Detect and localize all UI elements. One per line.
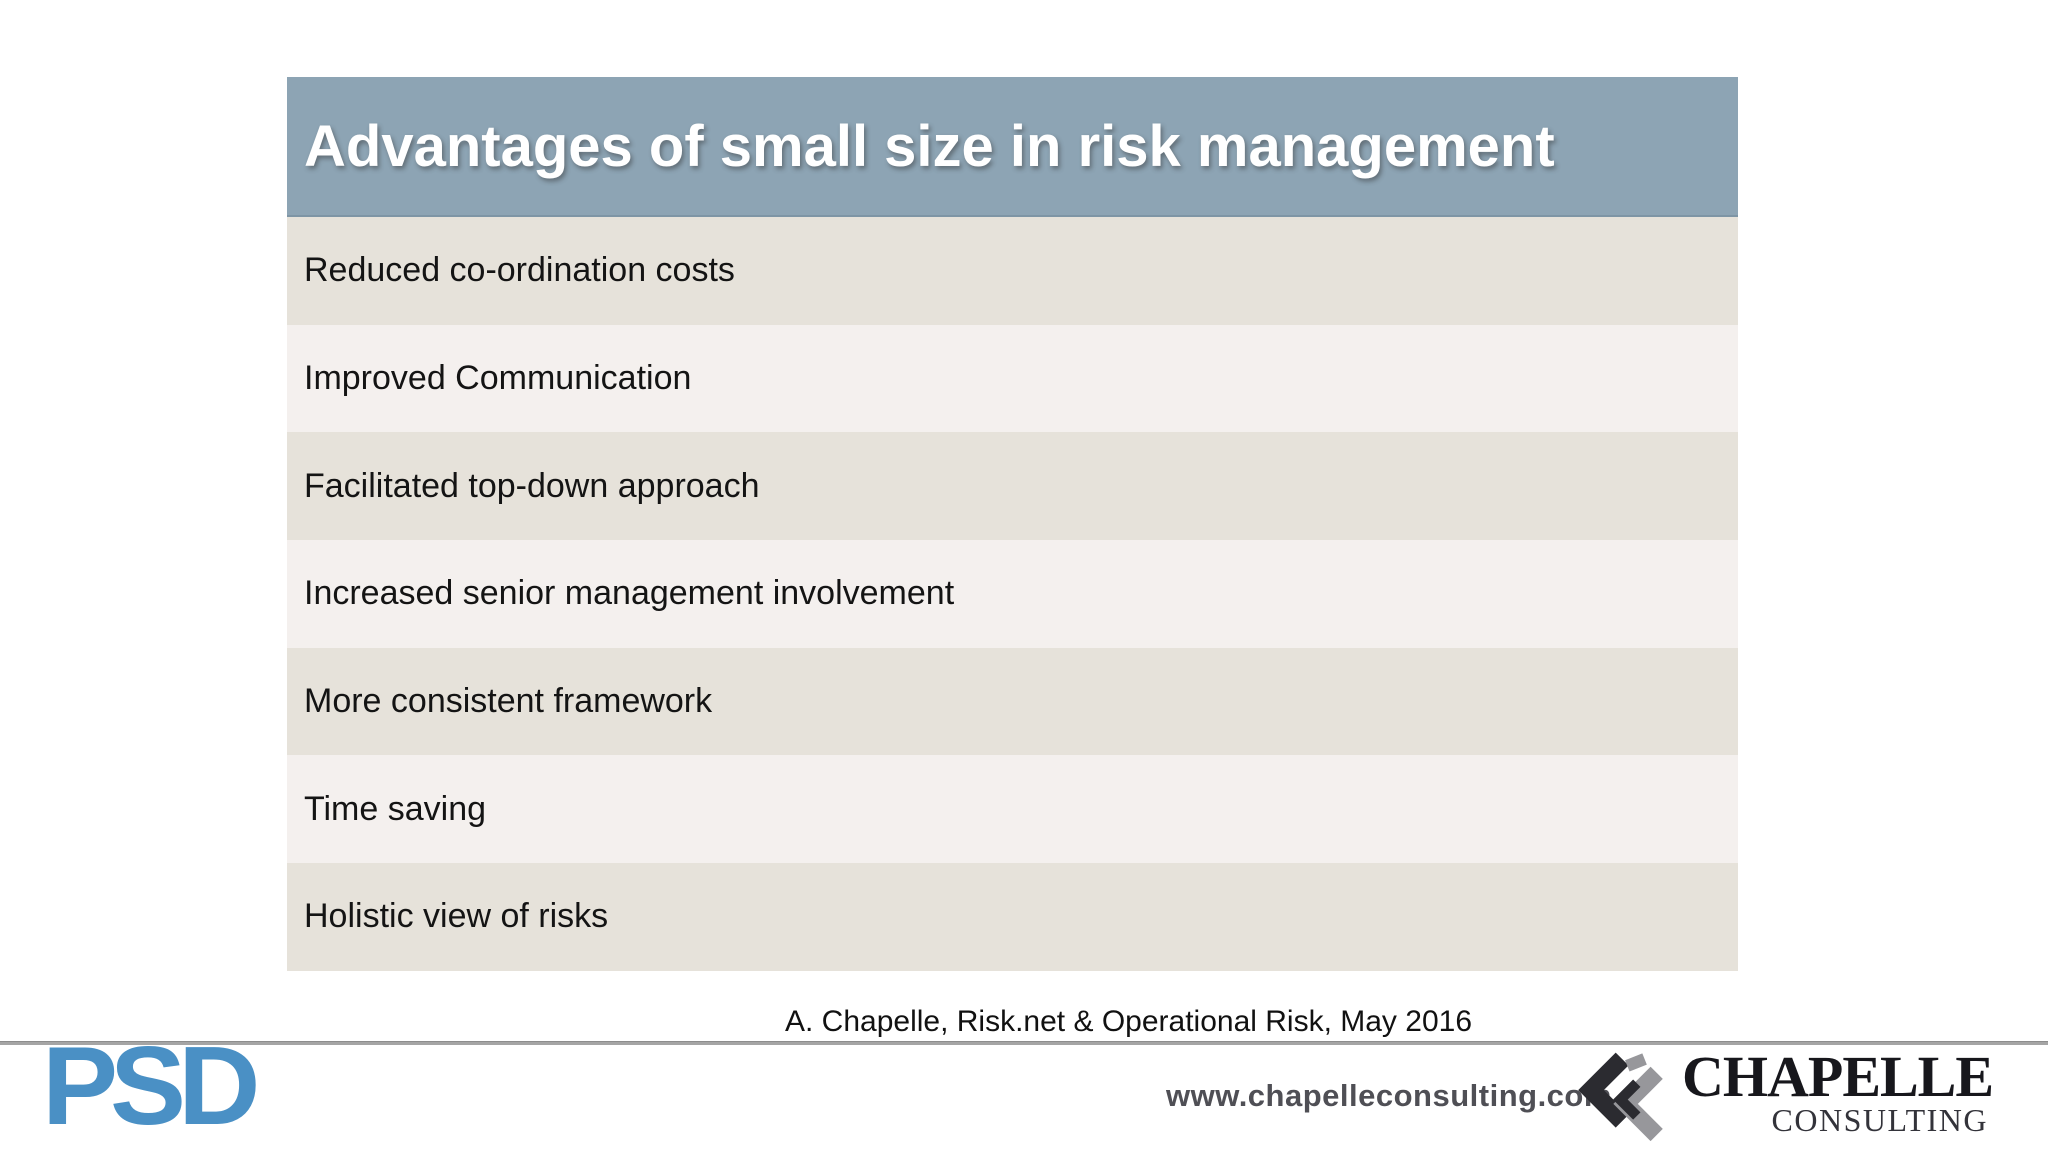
table-row: Reduced co-ordination costs [287, 217, 1738, 325]
slide-title: Advantages of small size in risk managem… [304, 113, 1555, 179]
table-row: Holistic view of risks [287, 863, 1738, 971]
website-url: www.chapelleconsulting.com [1166, 1078, 1612, 1113]
table-row: Increased senior management involvement [287, 540, 1738, 648]
table-row: Facilitated top-down approach [287, 432, 1738, 541]
table-header: Advantages of small size in risk managem… [287, 77, 1738, 217]
consulting-wordmark: CONSULTING [1771, 1102, 1988, 1138]
table-row: Improved Communication [287, 324, 1738, 433]
chapelle-consulting-logo: CHAPELLE CONSULTING [1570, 1044, 1994, 1146]
footer-divider [0, 1041, 2048, 1045]
source-citation: A. Chapelle, Risk.net & Operational Risk… [785, 1005, 1472, 1038]
table-rows: Reduced co-ordination costs Improved Com… [287, 217, 1738, 971]
interlocking-angular-c-monogram-icon [1572, 1052, 1680, 1142]
chapelle-wordmark: CHAPELLE [1682, 1044, 1994, 1109]
advantages-table: Advantages of small size in risk managem… [287, 77, 1738, 971]
table-row: More consistent framework [287, 647, 1738, 756]
table-row: Time saving [287, 755, 1738, 864]
psd-logo: PSD [42, 1024, 260, 1149]
